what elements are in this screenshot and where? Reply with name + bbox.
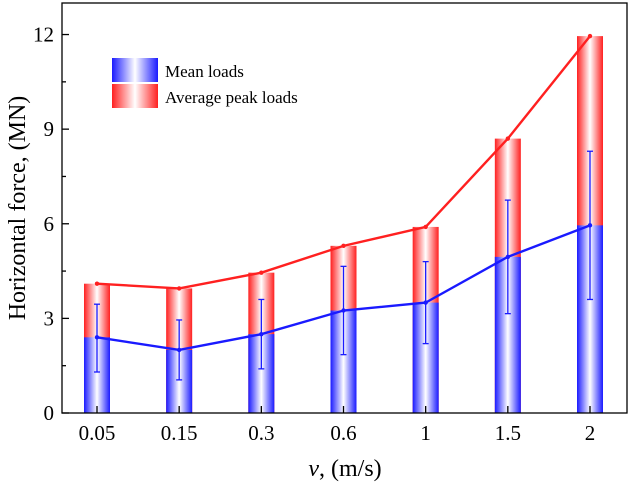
x-tick-label-2: 0.3 bbox=[248, 421, 274, 445]
peak-point-5 bbox=[505, 136, 511, 141]
mean-point-3 bbox=[341, 308, 346, 313]
mean-point-2 bbox=[259, 331, 264, 337]
x-axis-ticks: 0.05 0.15 0.3 0.6 1 1.5 2 bbox=[79, 406, 596, 445]
peak-point-3 bbox=[341, 243, 346, 249]
x-tick-label-0: 0.05 bbox=[79, 421, 116, 445]
legend-label-mean: Mean loads bbox=[165, 62, 244, 81]
plot-frame bbox=[61, 2, 628, 414]
mean-point-5 bbox=[505, 254, 511, 260]
x-axis-unit: , (m/s) bbox=[319, 456, 382, 482]
x-axis-title: v, (m/s) bbox=[308, 456, 381, 482]
x-axis-var: v bbox=[308, 456, 319, 482]
legend-swatch-mean bbox=[112, 58, 158, 82]
legend-label-peak: Average peak loads bbox=[165, 88, 298, 107]
y-tick-label-4: 12 bbox=[33, 23, 54, 47]
y-tick-label-2: 6 bbox=[44, 212, 55, 236]
peak-point-2 bbox=[259, 270, 264, 275]
series-lines bbox=[94, 33, 593, 353]
mean-point-1 bbox=[176, 347, 182, 353]
y-tick-label-0: 0 bbox=[44, 401, 55, 425]
legend-swatch-peak bbox=[112, 84, 158, 108]
peak-point-1 bbox=[176, 286, 182, 291]
y-tick-label-1: 3 bbox=[44, 306, 55, 330]
x-tick-label-5: 1.5 bbox=[495, 421, 521, 445]
peak-point-4 bbox=[423, 224, 428, 230]
mean-point-6 bbox=[587, 223, 593, 228]
peak-point-6 bbox=[587, 33, 593, 39]
y-tick-label-3: 9 bbox=[44, 117, 55, 141]
mean-bars bbox=[84, 225, 603, 413]
y-axis-title: Horizontal force, (MN) bbox=[5, 96, 31, 321]
x-tick-label-1: 0.15 bbox=[161, 421, 198, 445]
x-tick-label-6: 2 bbox=[585, 421, 596, 445]
peak-point-0 bbox=[94, 281, 100, 286]
x-tick-label-3: 0.6 bbox=[330, 421, 356, 445]
x-tick-label-4: 1 bbox=[420, 421, 431, 445]
legend: Mean loads Average peak loads bbox=[112, 58, 298, 108]
mean-point-4 bbox=[423, 300, 428, 305]
y-axis-ticks: 0 3 6 9 12 bbox=[33, 23, 69, 425]
mean-point-0 bbox=[94, 335, 100, 340]
